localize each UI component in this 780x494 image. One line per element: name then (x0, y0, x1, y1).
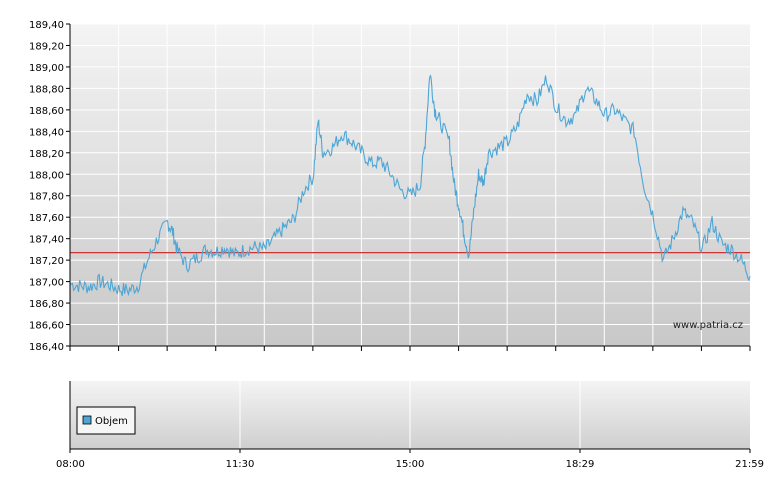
volume-grid-vertical (69, 381, 751, 453)
price-series-line (69, 74, 751, 297)
y-tick-label: 188,60 (29, 106, 64, 117)
x-tick-label: 18:29 (566, 459, 595, 470)
y-tick-label: 186,80 (29, 299, 64, 310)
x-axis-tick-labels: 08:00 11:30 15:00 18:29 21:59 (56, 459, 764, 470)
y-tick-label: 189,20 (29, 41, 64, 52)
y-tick-label: 187,80 (29, 192, 64, 203)
y-axis-tick-labels: 189,40 189,20 189,00 188,80 188,60 188,40 188,… (29, 20, 64, 353)
x-tick-label: 11:30 (226, 459, 255, 470)
y-tick-label: 189,40 (29, 20, 64, 31)
y-tick-label: 187,60 (29, 213, 64, 224)
volume-legend: Objem (76, 406, 136, 435)
y-tick-label: 187,00 (29, 278, 64, 289)
volume-legend-swatch (82, 415, 92, 425)
y-tick-label: 188,40 (29, 127, 64, 138)
y-tick-label: 186,40 (29, 342, 64, 353)
x-tick-label: 08:00 (56, 459, 85, 470)
y-tick-label: 186,60 (29, 321, 64, 332)
y-tick-label: 189,00 (29, 63, 64, 74)
volume-legend-label: Objem (95, 416, 128, 427)
y-tick-label: 188,00 (29, 170, 64, 181)
x-axis-tick-marks (69, 346, 751, 351)
watermark-text: www.patria.cz (673, 320, 743, 331)
y-tick-label: 187,40 (29, 235, 64, 246)
x-tick-label: 15:00 (396, 459, 425, 470)
y-tick-label: 188,80 (29, 84, 64, 95)
y-tick-label: 188,20 (29, 149, 64, 160)
x-tick-label: 21:59 (735, 459, 764, 470)
volume-legend-box (76, 406, 136, 435)
y-tick-label: 187,20 (29, 256, 64, 267)
grid-vertical (118, 24, 702, 346)
